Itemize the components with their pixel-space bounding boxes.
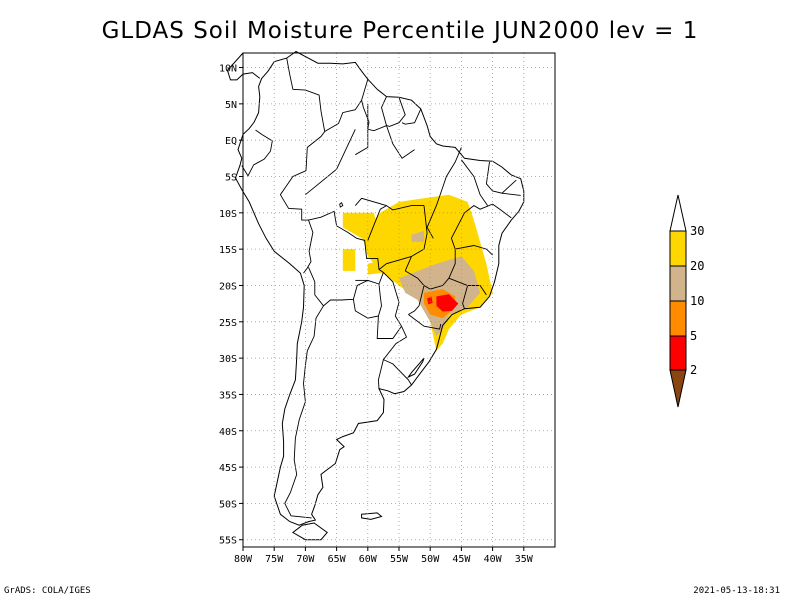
central-america-coast [226, 52, 261, 81]
axis-ticks: 10N 5N EQ 5S 10S 15S 20S 25S 30S 35S 40S 45S 50S 55S 8… [219, 64, 534, 565]
percentile-shading [342, 194, 493, 351]
gridlines [242, 53, 555, 547]
lat-tick-label: 35S [219, 390, 237, 401]
legend-label: 20 [690, 259, 704, 273]
lon-tick-label: 45W [452, 554, 471, 565]
political-border [485, 161, 517, 194]
lat-tick-label: 5N [225, 100, 237, 111]
lon-tick-label: 50W [421, 554, 440, 565]
political-border [361, 96, 388, 132]
legend-swatch [669, 335, 687, 371]
political-border [464, 203, 512, 219]
political-border [279, 170, 314, 274]
political-border [354, 197, 387, 207]
political-border [455, 245, 493, 256]
tierra-del-fuego [292, 522, 328, 541]
lat-tick-label: 45S [219, 463, 237, 474]
south-america-coastline [234, 50, 525, 526]
political-border [376, 315, 402, 339]
lake-outline [339, 201, 344, 208]
lat-tick-label: 20S [219, 281, 237, 292]
lon-tick-label: 80W [234, 554, 253, 565]
percentile-region [342, 212, 381, 242]
political-border [501, 192, 521, 196]
percentile-region [342, 249, 356, 271]
legend-swatch [669, 300, 687, 337]
political-border [462, 285, 469, 309]
legend-label: 5 [690, 329, 697, 343]
political-border [408, 314, 442, 330]
political-border [386, 97, 406, 127]
timestamp: 2021-05-13-18:31 [693, 586, 780, 596]
lat-tick-label: 5S [225, 173, 237, 184]
lat-tick-label: 30S [219, 354, 237, 365]
lon-tick-label: 65W [328, 554, 347, 565]
map-frame [242, 52, 556, 548]
lon-tick-label: 55W [390, 554, 409, 565]
lagoa-dos-patos [406, 357, 425, 379]
legend-swatch [669, 369, 687, 408]
political-border [382, 326, 412, 386]
lat-tick-label: 10N [219, 64, 237, 75]
political-border [367, 205, 424, 241]
lat-tick-label: 40S [219, 427, 237, 438]
lon-tick-label: 35W [515, 554, 534, 565]
map-title: GLDAS Soil Moisture Percentile JUN2000 l… [101, 18, 699, 44]
political-border [408, 285, 425, 315]
color-legend: 2 5 10 20 30 [669, 194, 704, 408]
legend-label: 30 [690, 224, 704, 238]
grads-credit: GrADS: COLA/IGES [4, 586, 91, 596]
lat-tick-label: 10S [219, 209, 237, 220]
percentile-region [436, 294, 459, 312]
lat-tick-label: 15S [219, 245, 237, 256]
political-border [404, 212, 465, 290]
coastline-and-borders [226, 50, 525, 541]
lon-tick-label: 75W [265, 554, 284, 565]
political-border [383, 272, 402, 327]
political-border [401, 108, 422, 125]
legend-swatch [669, 230, 687, 267]
political-border [378, 255, 412, 270]
lat-tick-label: 55S [219, 536, 237, 547]
lon-tick-label: 60W [359, 554, 378, 565]
legend-label: 2 [690, 363, 697, 377]
percentile-region [367, 256, 399, 275]
lat-tick-label: 50S [219, 499, 237, 510]
political-border [461, 159, 488, 206]
lat-tick-label: EQ [225, 136, 237, 147]
percentile-region [411, 231, 424, 242]
political-border [386, 125, 415, 159]
percentile-region [427, 296, 433, 305]
political-border [241, 129, 273, 177]
political-border [355, 103, 369, 156]
lat-tick-label: 25S [219, 318, 237, 329]
lon-tick-label: 40W [484, 554, 503, 565]
legend-swatch [669, 265, 687, 302]
political-border [286, 58, 326, 171]
political-border [324, 79, 369, 132]
political-border [305, 129, 356, 196]
political-border [284, 305, 324, 519]
falkland-islands [361, 512, 383, 520]
lon-tick-label: 70W [296, 554, 315, 565]
legend-label: 10 [690, 294, 704, 308]
political-border [448, 277, 487, 296]
political-border [377, 359, 384, 389]
legend-swatch [669, 194, 687, 232]
political-border [426, 147, 462, 239]
